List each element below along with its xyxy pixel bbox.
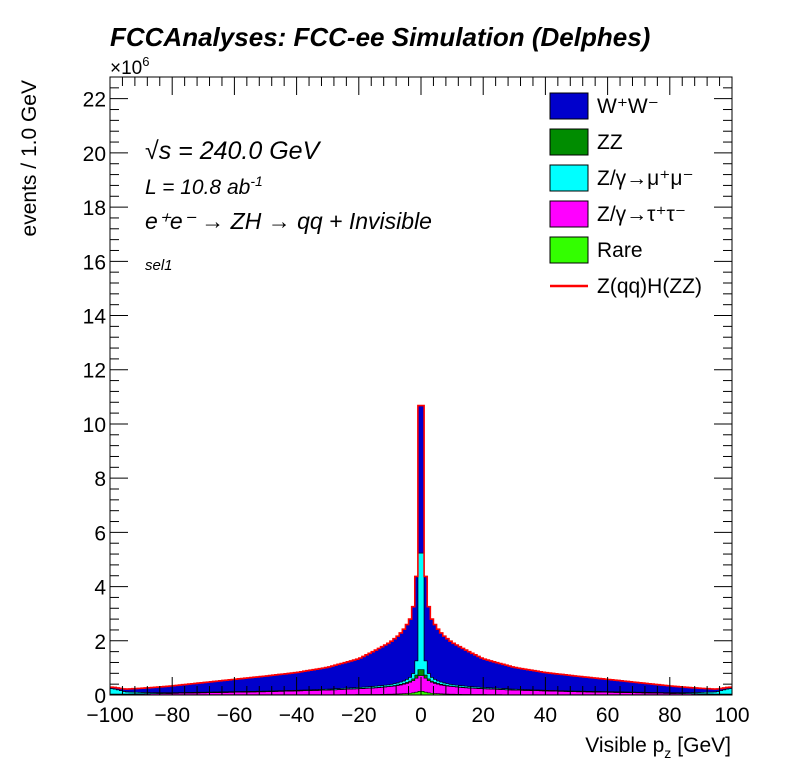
- y-tick-label: 8: [94, 468, 106, 491]
- y-multiplier-base: ×10: [110, 58, 142, 79]
- y-axis-label: events / 1.0 GeV: [18, 80, 41, 236]
- legend: W⁺W⁻ ZZ Z/γ→μ⁺μ⁻ Z/γ→τ⁺τ⁻ Rare Z(qq)H(ZZ): [549, 92, 702, 298]
- legend-label: W⁺W⁻: [597, 95, 659, 118]
- y-tick-label: 12: [83, 360, 106, 383]
- x-axis-label-unit: [GeV]: [677, 734, 731, 757]
- y-multiplier: ×106: [110, 54, 149, 79]
- x-tick-label: 100: [714, 704, 749, 727]
- y-axis-ticks: 0 2 4 6 8 10 12 14 16 18 20 22: [83, 76, 732, 708]
- y-tick-label: 16: [83, 251, 106, 274]
- sqrt-s-text: s = 240.0 GeV: [159, 137, 322, 165]
- legend-swatch: [549, 236, 589, 264]
- legend-swatch: [549, 200, 589, 228]
- x-tick-label: 20: [472, 704, 495, 727]
- signal-line: [110, 404, 732, 690]
- lumi-text: L = 10.8 ab: [145, 176, 251, 199]
- legend-label: ZZ: [597, 131, 623, 154]
- y-tick-label: 10: [83, 414, 106, 437]
- x-tick-label: 80: [658, 704, 681, 727]
- y-tick-label: 4: [94, 577, 106, 600]
- x-tick-label: −60: [217, 704, 253, 727]
- annotation-process: e⁺e⁻ → ZH → qq + Invisible: [145, 208, 432, 234]
- x-tick-label: 60: [596, 704, 619, 727]
- y-tick-label: 18: [83, 197, 106, 220]
- legend-swatch: [549, 128, 589, 156]
- legend-label: Z(qq)H(ZZ): [597, 275, 702, 298]
- y-tick-label: 14: [83, 306, 107, 329]
- x-axis-label-subscript: z: [664, 745, 671, 761]
- y-tick-label: 22: [83, 89, 106, 112]
- chart-title: FCCAnalyses: FCC-ee Simulation (Delphes): [110, 22, 650, 52]
- legend-swatch: [549, 92, 589, 120]
- annotation-selection: sel1: [145, 257, 173, 274]
- x-axis-ticks: −100 −80 −60 −40 −20 0 20 40 60 80 100: [86, 77, 750, 727]
- x-tick-label: 40: [534, 704, 557, 727]
- x-tick-label: 0: [415, 704, 427, 727]
- signal-line-group: [110, 404, 732, 690]
- legend-label: Rare: [597, 239, 643, 262]
- y-tick-label: 0: [94, 685, 106, 708]
- x-tick-label: −100: [86, 704, 133, 727]
- y-tick-label: 6: [94, 522, 106, 545]
- annotation-luminosity: L = 10.8 ab-1: [145, 173, 263, 199]
- legend-label: Z/γ→μ⁺μ⁻: [597, 167, 694, 190]
- legend-label: Z/γ→τ⁺τ⁻: [597, 203, 686, 226]
- sqrt-symbol: √: [145, 137, 159, 165]
- x-tick-label: −40: [279, 704, 315, 727]
- x-axis-label: Visible pz [GeV]: [585, 734, 731, 761]
- x-axis-label-text: Visible p: [585, 734, 664, 757]
- x-tick-label: −80: [154, 704, 190, 727]
- y-tick-label: 2: [94, 631, 106, 654]
- y-tick-label: 20: [83, 143, 106, 166]
- annotation-sqrt-s: √s = 240.0 GeV: [145, 137, 322, 165]
- legend-swatch: [549, 164, 589, 192]
- x-tick-label: −20: [341, 704, 377, 727]
- lumi-exponent: -1: [250, 173, 262, 189]
- y-multiplier-exponent: 6: [142, 54, 149, 69]
